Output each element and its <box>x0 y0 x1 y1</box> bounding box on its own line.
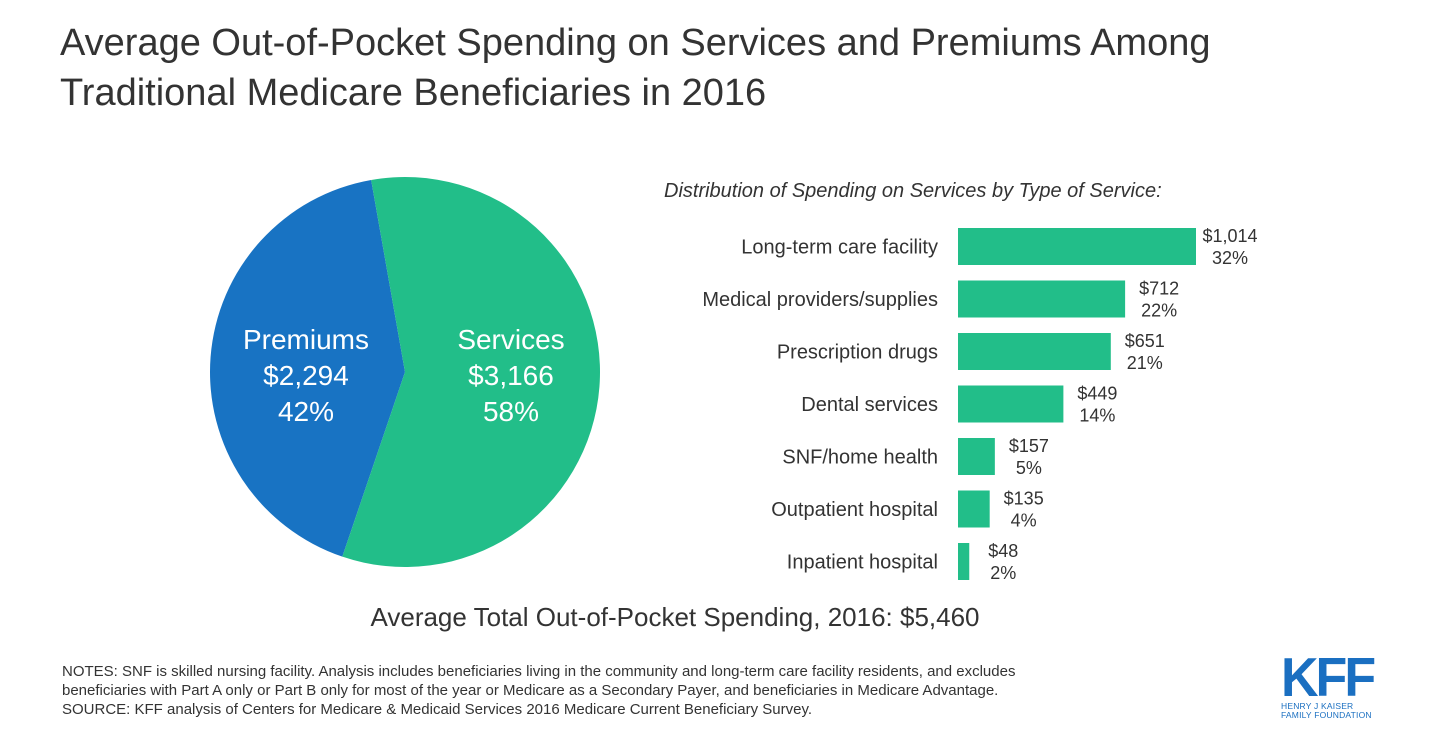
pie-label-premiums: Premiums $2,294 42% <box>206 322 406 430</box>
bar-chart-subtitle: Distribution of Spending on Services by … <box>664 180 1162 202</box>
category-label-medical-providers-supplies: Medical providers/supplies <box>702 289 938 311</box>
bar-prescription-drugs <box>958 333 1111 370</box>
category-label-prescription-drugs: Prescription drugs <box>777 342 938 364</box>
bar-value-label: $449 <box>1077 384 1117 404</box>
pie-label-premiums-value: $2,294 <box>263 360 349 391</box>
pie-label-services-value: $3,166 <box>468 360 554 391</box>
bar-value-label: $48 <box>988 541 1018 561</box>
category-label-long-term-care-facility: Long-term care facility <box>741 237 938 259</box>
bar-percent-label: 22% <box>1141 301 1177 321</box>
pie-slice-premiums <box>209 179 405 557</box>
notes-section: NOTES: SNF is skilled nursing facility. … <box>62 662 1242 719</box>
notes-line: beneficiaries with Part A only or Part B… <box>62 682 999 699</box>
bar-value-label: $1,014 <box>1202 226 1257 246</box>
pie-label-services-percent: 58% <box>482 396 540 427</box>
logo-line-1: HENRY J KAISER <box>1281 701 1354 711</box>
kff-logo: KFF HENRY J KAISER FAMILY FOUNDATION <box>1281 647 1385 720</box>
pie-label-premiums-name: Premiums <box>242 324 369 355</box>
source-line: SOURCE: KFF analysis of Centers for Medi… <box>62 701 813 718</box>
bar-percent-label: 21% <box>1127 353 1163 373</box>
category-label-inpatient-hospital: Inpatient hospital <box>787 552 938 574</box>
pie-slice-services <box>342 177 600 567</box>
chart-title: Average Out-of-Pocket Spending on Servic… <box>60 22 1211 114</box>
category-label-outpatient-hospital: Outpatient hospital <box>771 499 938 521</box>
logo-mark: KFF <box>1281 647 1376 709</box>
bar-medical-providers-supplies <box>958 280 1126 318</box>
bar-outpatient-hospital <box>958 490 990 528</box>
logo-line-2: FAMILY FOUNDATION <box>1281 710 1372 720</box>
category-label-dental-services: Dental services <box>801 394 938 416</box>
bar-percent-label: 14% <box>1079 406 1115 426</box>
pie-label-premiums-percent: 42% <box>277 396 335 427</box>
total-spending: Average Total Out-of-Pocket Spending, 20… <box>370 602 980 632</box>
pie-chart <box>209 177 600 567</box>
pie-label-services-name: Services <box>457 324 565 355</box>
pie-label-services: Services $3,166 58% <box>411 322 611 430</box>
category-label-snf-home-health: SNF/home health <box>782 447 938 469</box>
bar-value-label: $712 <box>1139 279 1179 299</box>
bar-percent-label: 2% <box>990 563 1016 583</box>
bar-percent-label: 32% <box>1212 248 1248 268</box>
bar-inpatient-hospital <box>958 543 970 580</box>
bar-percent-label: 4% <box>1011 511 1037 531</box>
bar-snf-home-health <box>958 438 995 475</box>
bar-long-term-care-facility <box>958 228 1196 265</box>
bar-value-label: $651 <box>1125 331 1165 351</box>
bar-value-label: $157 <box>1009 436 1049 456</box>
bar-percent-label: 5% <box>1016 458 1042 478</box>
bar-dental-services <box>958 385 1064 423</box>
notes-line: NOTES: SNF is skilled nursing facility. … <box>62 663 1016 680</box>
bar-value-label: $135 <box>1004 489 1044 509</box>
